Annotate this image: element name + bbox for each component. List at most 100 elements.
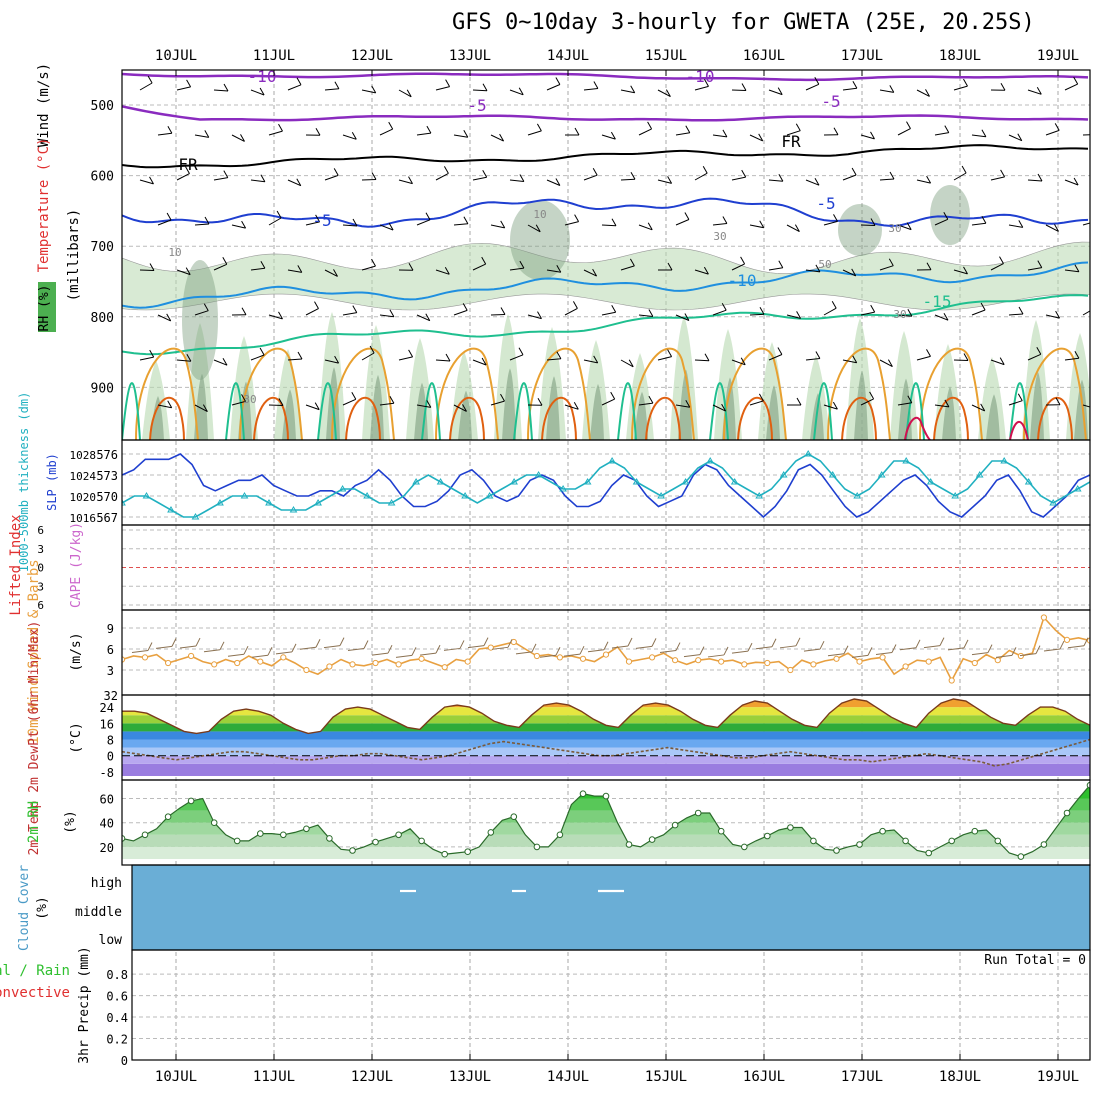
wind-barb-flag (963, 266, 968, 275)
wind-barb-flag (685, 125, 691, 134)
wind-barb-flag (296, 178, 302, 186)
wind-barb (731, 176, 746, 181)
date-label-top: 18JUL (939, 48, 981, 64)
precip-ytick: 0.6 (106, 990, 128, 1004)
wind-barb-flag (222, 257, 228, 265)
wind-barb-flag (1054, 123, 1060, 131)
wind-barb-flag (630, 85, 636, 93)
wind-barb (620, 89, 635, 94)
wind-barb (860, 134, 875, 140)
wind-barb (731, 263, 745, 271)
wind10-barb (275, 651, 293, 655)
wind-barb (324, 88, 339, 91)
wind-barb (472, 176, 487, 181)
wind-barb (842, 269, 856, 277)
wind10-barb-flag (747, 642, 753, 652)
wind-barb-flag (1074, 351, 1080, 359)
wind-barb-flag (685, 399, 691, 408)
wind-barb-flag (537, 311, 542, 319)
wind-barb-flag (518, 87, 524, 96)
wind-barb-flag (500, 393, 505, 402)
wind10-line-marker (994, 657, 1001, 664)
wind10-barb-flag (891, 644, 897, 653)
wind-barb (823, 220, 838, 226)
date-label-top: 17JUL (841, 48, 883, 64)
wind-barb-flag (462, 404, 467, 412)
wind10-barb-flag (603, 641, 609, 650)
thickness-line-marker (167, 506, 175, 513)
temp-band (122, 739, 1090, 748)
wind-barb-flag (1073, 76, 1079, 85)
wind-barb-flag (980, 403, 986, 412)
wind-barb-flag (833, 127, 839, 136)
wind-barb (805, 83, 820, 91)
rh-column-dark (546, 376, 560, 440)
wind-barb (509, 179, 524, 182)
rh2m-marker (994, 837, 1002, 845)
wind-barb (694, 359, 710, 362)
rh-legend-swatch (38, 282, 56, 332)
wind-barb-flag (981, 216, 987, 224)
wind-barb (324, 269, 338, 277)
temp-band (122, 763, 1090, 776)
wind-barb-flag (536, 123, 542, 132)
wind-barb-flag (870, 131, 875, 140)
contour-30 (904, 416, 931, 440)
contour-label: -10 (686, 67, 715, 86)
wind-barb-flag (352, 305, 358, 313)
wind10-barb (683, 654, 701, 658)
wind-barb-flag (795, 123, 801, 131)
thickness-line-marker (951, 492, 960, 499)
contour-15-loop (317, 382, 337, 440)
contour-10 (122, 261, 1089, 309)
wind-barb (527, 224, 541, 233)
wind-barb (805, 179, 820, 186)
contour-label: 30 (243, 393, 256, 406)
wind10-barb-flag (1011, 647, 1017, 656)
rh2m-marker (187, 797, 195, 805)
wind-barb (749, 313, 765, 316)
wind-barb (916, 355, 931, 361)
thickness-line-marker (412, 478, 420, 485)
wind-barb (527, 314, 542, 320)
rh-column-dark (150, 396, 164, 440)
wind-barb-flag (147, 75, 153, 84)
wind-barb-flag (278, 311, 283, 320)
contour-label: -10 (248, 67, 277, 86)
date-label-bottom: 18JUL (939, 1069, 981, 1085)
date-label-bottom: 16JUL (743, 1069, 785, 1085)
wind-barb-flag (889, 85, 895, 93)
rh2m-marker (395, 831, 402, 839)
wind-barb-flag (870, 304, 876, 313)
thickness-line-marker (534, 471, 543, 478)
wind-barb-flag (851, 268, 857, 277)
contour-15-loop (617, 382, 637, 440)
wind-barb-flag (314, 301, 319, 309)
wind-barb (897, 314, 912, 317)
wind-barb (675, 404, 690, 408)
rh2m-marker (441, 850, 449, 858)
wind-barb-flag (944, 399, 950, 408)
li-ytick: 6 (37, 524, 44, 537)
wind10-line-marker (326, 663, 333, 670)
wind-barb (675, 314, 690, 321)
thickness-line-marker (583, 478, 592, 485)
precip-ytick: 0.2 (106, 1033, 128, 1047)
wind-barb (786, 130, 801, 136)
wind-barb-flag (887, 359, 893, 367)
wind-barb (398, 89, 412, 98)
wind-barb (805, 269, 820, 273)
contour-25 (1037, 396, 1073, 440)
wind-barb (712, 309, 727, 316)
wind-barb (472, 89, 488, 92)
ylabel-cape: CAPE (J/kg) (69, 522, 84, 608)
wind-barb (1082, 134, 1090, 136)
rh2m-marker (671, 821, 679, 829)
date-label-top: 12JUL (351, 48, 393, 64)
wind-barb-flag (315, 214, 321, 223)
wind10-line-marker (418, 655, 425, 662)
wind-barb-flag (759, 220, 765, 228)
wind-barb (971, 404, 985, 412)
wind-barb-flag (572, 301, 578, 309)
